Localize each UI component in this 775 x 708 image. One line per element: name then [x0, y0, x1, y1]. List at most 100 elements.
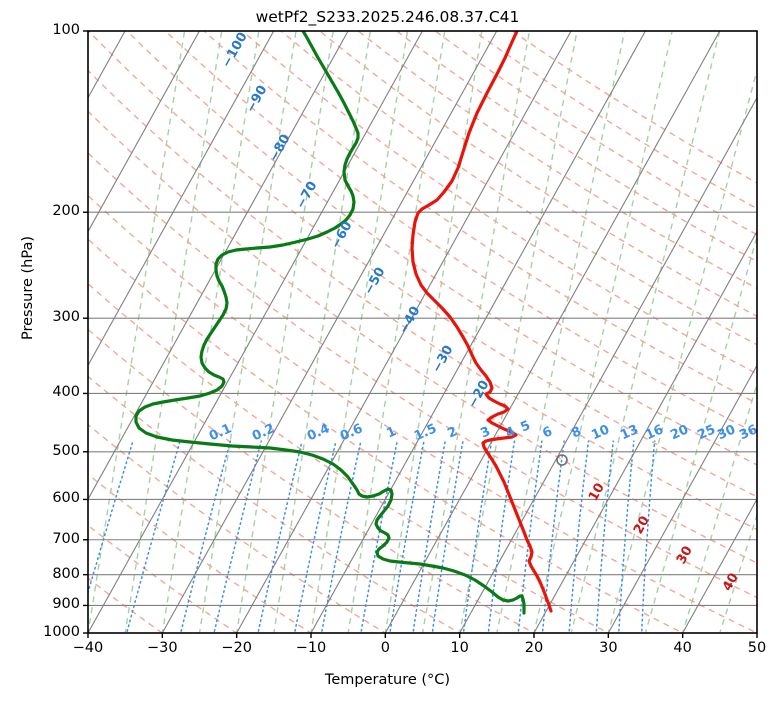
- mixing-ratio-label: 10: [589, 422, 612, 443]
- chart-title: wetPf2_S233.2025.246.08.37.C41: [255, 8, 520, 26]
- mixing-ratio-line: [517, 440, 543, 633]
- dry-adiabat: [88, 194, 757, 633]
- isotherm-line: [161, 31, 498, 633]
- y-tick-label: 700: [52, 530, 80, 547]
- dry-adiabat: [0, 232, 30, 646]
- moist-adiabat: [347, 31, 446, 633]
- moist-adiabat: [570, 31, 721, 633]
- moist-adiabat: [124, 31, 223, 633]
- isotherm-label-warm: 30: [674, 544, 696, 567]
- dry-adiabat: [395, 31, 757, 263]
- y-tick-label: 200: [52, 203, 80, 220]
- x-tick-label: 20: [524, 640, 544, 656]
- dry-adiabat: [88, 577, 164, 633]
- mixing-ratio-label: 0.6: [338, 421, 365, 444]
- isotherm-label: −100: [219, 30, 251, 71]
- mixing-ratio-line: [487, 440, 516, 633]
- dry-adiabat: [88, 110, 757, 564]
- y-tick-label: 100: [52, 22, 80, 38]
- x-tick-label: 10: [450, 640, 469, 656]
- dry-adiabat: [472, 31, 757, 210]
- y-axis-tick-labels: 100 200 300 400 500 600 700 800 900 1000: [18, 0, 80, 708]
- mixing-ratio-label: 1.5: [412, 421, 439, 444]
- x-tick-label: 0: [380, 640, 390, 656]
- isotherm-label-warm: 20: [631, 514, 653, 537]
- x-tick-label: 40: [673, 640, 692, 656]
- dry-adiabat: [511, 31, 757, 184]
- mixing-ratio-label: 36: [737, 422, 760, 443]
- isotherm-label: −60: [328, 219, 355, 252]
- y-tick-label: 1000: [43, 624, 80, 640]
- moist-adiabat: [681, 381, 757, 633]
- moist-adiabat: [533, 31, 673, 633]
- moist-adiabat: [235, 31, 334, 633]
- isotherm-line: [88, 31, 423, 633]
- isotherm-line: [607, 364, 757, 633]
- dewpoint-profile-line: [134, 31, 526, 615]
- mixing-ratio-line: [541, 440, 565, 633]
- moist-adiabat: [719, 513, 757, 633]
- mixing-ratio-label: 13: [618, 422, 641, 443]
- x-tick-label: −30: [147, 640, 178, 656]
- isotherm-line: [88, 31, 200, 233]
- mixing-ratio-line: [125, 440, 181, 633]
- dry-adiabat: [318, 31, 757, 318]
- isotherm-line: [384, 31, 721, 633]
- mixing-ratio-label: 0.4: [305, 421, 332, 444]
- mixing-ratio-line: [179, 440, 232, 633]
- y-tick-label: 500: [52, 442, 80, 459]
- mixing-ratio-label: 30: [715, 422, 738, 443]
- mixing-ratio-line: [320, 440, 362, 633]
- moist-adiabat: [310, 31, 409, 633]
- dry-adiabat: [88, 473, 313, 633]
- mixing-ratio-line: [595, 440, 615, 633]
- moist-adiabat: [273, 31, 372, 633]
- mixing-ratio-label: 0.2: [250, 421, 277, 444]
- y-tick-label: 400: [52, 384, 80, 401]
- mixing-ratio-line: [257, 440, 303, 633]
- y-tick-label: 900: [52, 596, 80, 613]
- moist-adiabat: [198, 31, 297, 633]
- mixing-ratio-label: 20: [668, 422, 691, 443]
- isotherm-label: −50: [361, 265, 388, 298]
- mixing-ratio-line: [360, 440, 398, 633]
- moist-adiabat: [644, 234, 757, 633]
- isotherm-label: −70: [293, 179, 320, 212]
- isotherm-line: [0, 31, 51, 633]
- mixing-ratio-line: [88, 440, 134, 596]
- mixing-ratio-label: 25: [695, 422, 718, 443]
- mixing-ratio-label: 5: [518, 418, 532, 435]
- moist-adiabat: [88, 31, 186, 633]
- dry-adiabat: [241, 31, 757, 375]
- plot-frame: [87, 30, 758, 634]
- dry-adiabat: [88, 328, 536, 633]
- mixing-ratio-line: [431, 440, 464, 633]
- mixing-ratio-label: 6: [540, 424, 554, 441]
- dry-adiabat: [164, 31, 757, 435]
- temperature-profile-line: [410, 31, 553, 613]
- mixing-ratio-line: [389, 440, 425, 633]
- x-tick-label: 50: [747, 640, 767, 656]
- mixing-ratio-line: [213, 440, 262, 633]
- dry-adiabat: [88, 632, 90, 633]
- dry-adiabat: [126, 31, 757, 466]
- isotherm-label: −30: [429, 343, 456, 376]
- mixing-ratio-line: [462, 440, 493, 633]
- isotherm-line: [88, 31, 349, 501]
- lcl-marker: [556, 454, 568, 466]
- x-tick-label: 30: [599, 640, 618, 656]
- dry-adiabat: [88, 282, 610, 633]
- moist-adiabat: [384, 31, 483, 633]
- isotherm-line: [756, 631, 757, 633]
- y-tick-label: 800: [52, 565, 80, 582]
- moist-adiabat: [458, 31, 578, 633]
- moist-adiabat: [756, 630, 757, 633]
- mixing-ratio-line: [412, 440, 446, 633]
- dry-adiabat: [88, 152, 757, 599]
- isotherm-label: −90: [243, 83, 270, 116]
- moist-adiabat: [421, 31, 531, 633]
- dry-adiabat: [88, 69, 757, 531]
- x-tick-label: −10: [295, 640, 327, 656]
- x-tick-label: −40: [72, 640, 104, 656]
